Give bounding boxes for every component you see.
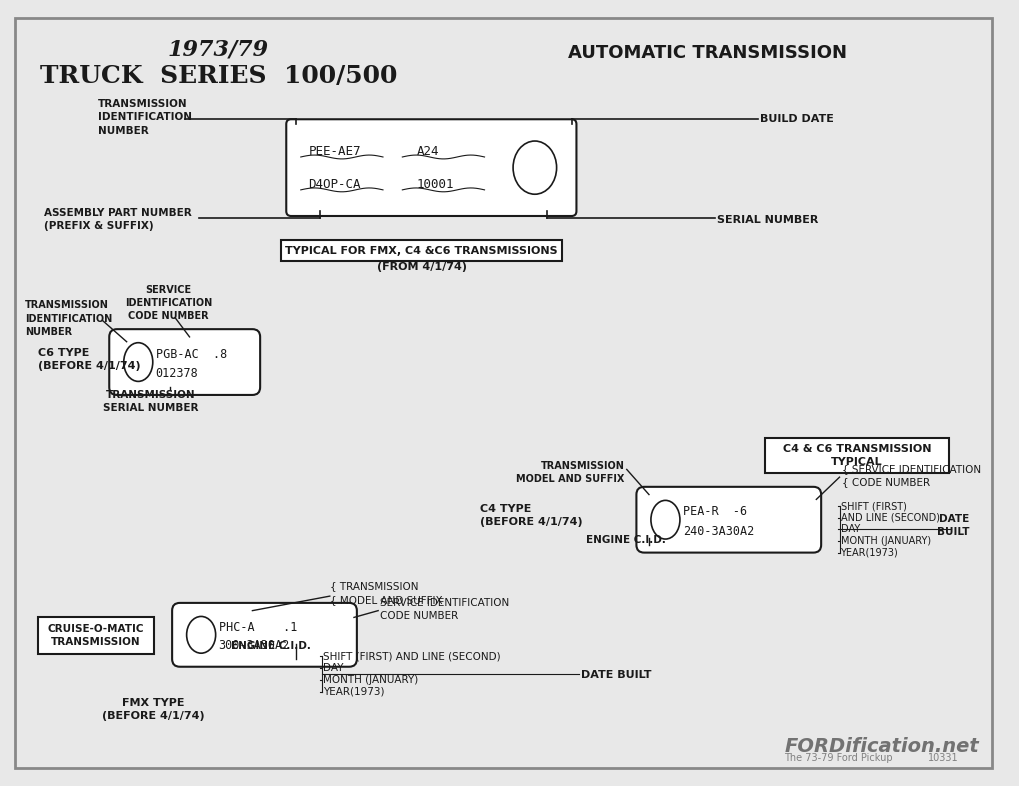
Text: TRANSMISSION
IDENTIFICATION
NUMBER: TRANSMISSION IDENTIFICATION NUMBER [98, 99, 192, 135]
Text: BUILD DATE: BUILD DATE [759, 114, 834, 124]
Text: ASSEMBLY PART NUMBER
(PREFIX & SUFFIX): ASSEMBLY PART NUMBER (PREFIX & SUFFIX) [45, 208, 192, 231]
Text: FORDification.net: FORDification.net [784, 736, 978, 755]
FancyBboxPatch shape [286, 119, 576, 216]
Text: SHIFT (FIRST) AND LINE (SECOND): SHIFT (FIRST) AND LINE (SECOND) [323, 651, 500, 661]
Text: AUTOMATIC TRANSMISSION: AUTOMATIC TRANSMISSION [567, 45, 846, 63]
Text: TRANSMISSION
SERIAL NUMBER: TRANSMISSION SERIAL NUMBER [103, 390, 199, 413]
Text: C6 TYPE
(BEFORE 4/1/74): C6 TYPE (BEFORE 4/1/74) [38, 347, 141, 371]
Text: D4OP-CA: D4OP-CA [308, 178, 361, 190]
Text: PGB-AC  .8: PGB-AC .8 [156, 348, 226, 361]
Text: PEA-R  -6: PEA-R -6 [682, 505, 746, 519]
Text: DATE BUILT: DATE BUILT [581, 670, 651, 681]
Text: TRANSMISSION
IDENTIFICATION
NUMBER: TRANSMISSION IDENTIFICATION NUMBER [25, 300, 112, 336]
Text: 1973/79: 1973/79 [168, 39, 269, 61]
Text: FMX TYPE
(BEFORE 4/1/74): FMX TYPE (BEFORE 4/1/74) [102, 698, 205, 721]
Bar [764, 439, 948, 473]
Text: 300-3A30A2: 300-3A30A2 [218, 639, 289, 652]
Text: DATE
BUILT: DATE BUILT [936, 514, 969, 537]
Text: TRUCK  SERIES  100/500: TRUCK SERIES 100/500 [40, 64, 396, 88]
Text: C4 & C6 TRANSMISSION
TYPICAL: C4 & C6 TRANSMISSION TYPICAL [782, 444, 930, 468]
Text: DAY: DAY [323, 663, 343, 673]
FancyBboxPatch shape [172, 603, 357, 667]
Text: SERVICE IDENTIFICATION
CODE NUMBER: SERVICE IDENTIFICATION CODE NUMBER [380, 598, 508, 621]
Text: ENGINE C.I.D.: ENGINE C.I.D. [586, 535, 665, 545]
Ellipse shape [186, 616, 215, 653]
Text: A24: A24 [417, 145, 439, 158]
Text: MONTH (JANUARY): MONTH (JANUARY) [323, 675, 418, 685]
Text: 10001: 10001 [417, 178, 453, 190]
Text: MONTH (JANUARY): MONTH (JANUARY) [840, 536, 929, 546]
Text: CRUISE-O-MATIC
TRANSMISSION: CRUISE-O-MATIC TRANSMISSION [48, 624, 144, 648]
Text: PHC-A    .1: PHC-A .1 [218, 621, 297, 634]
Text: C4 TYPE
(BEFORE 4/1/74): C4 TYPE (BEFORE 4/1/74) [479, 505, 582, 527]
FancyBboxPatch shape [636, 487, 820, 553]
Ellipse shape [123, 343, 153, 381]
Text: PEE-AE7: PEE-AE7 [308, 145, 361, 158]
Text: { SERVICE IDENTIFICATION
{ CODE NUMBER: { SERVICE IDENTIFICATION { CODE NUMBER [842, 464, 980, 487]
Bar [281, 241, 561, 262]
FancyBboxPatch shape [109, 329, 260, 395]
Ellipse shape [650, 501, 680, 539]
Text: 10331: 10331 [927, 753, 958, 762]
Text: ENGINE C.I.D.: ENGINE C.I.D. [231, 641, 311, 652]
Text: TRANSMISSION
MODEL AND SUFFIX: TRANSMISSION MODEL AND SUFFIX [516, 461, 625, 484]
Text: 240-3A30A2: 240-3A30A2 [682, 525, 753, 538]
Text: (FROM 4/1/74): (FROM 4/1/74) [376, 263, 467, 272]
Text: SERIAL NUMBER: SERIAL NUMBER [716, 215, 817, 225]
Text: DAY: DAY [840, 524, 859, 534]
Bar [38, 618, 154, 654]
Text: YEAR(1973): YEAR(1973) [840, 548, 898, 557]
Text: 012378: 012378 [156, 367, 199, 380]
Text: SHIFT (FIRST): SHIFT (FIRST) [840, 501, 906, 511]
Text: { TRANSMISSION
{ MODEL AND SUFFIX: { TRANSMISSION { MODEL AND SUFFIX [329, 581, 442, 605]
Text: The 73-79 Ford Pickup: The 73-79 Ford Pickup [784, 753, 893, 762]
Ellipse shape [513, 141, 556, 194]
Text: SERVICE
IDENTIFICATION
CODE NUMBER: SERVICE IDENTIFICATION CODE NUMBER [124, 285, 212, 321]
Text: TYPICAL FOR FMX, C4 &C6 TRANSMISSIONS: TYPICAL FOR FMX, C4 &C6 TRANSMISSIONS [285, 246, 557, 255]
Text: YEAR(1973): YEAR(1973) [323, 687, 384, 697]
Text: AND LINE (SECOND): AND LINE (SECOND) [840, 512, 938, 523]
